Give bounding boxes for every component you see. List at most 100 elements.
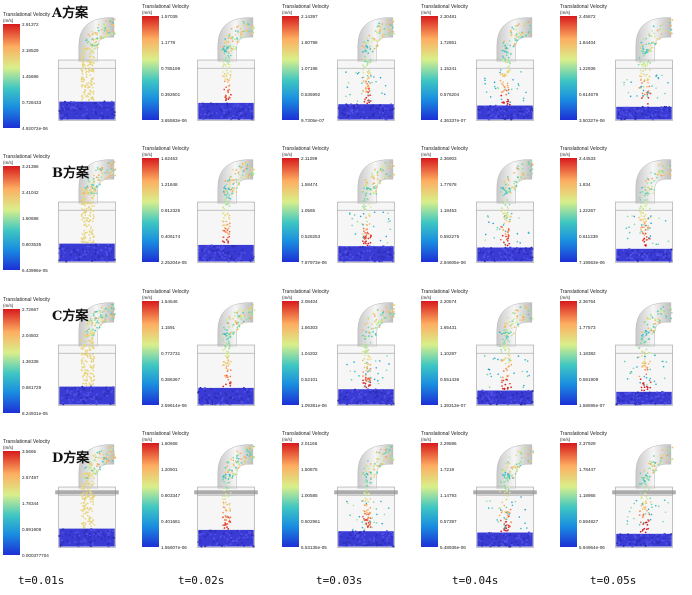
scheme-row: Translational Velocity (m/s) 2.72667 2.0450… xyxy=(0,285,692,423)
legend-tick-label: 0.576204 xyxy=(440,92,460,97)
simulation-panel: Translational Velocity (m/s) 2.44533 1.834 1… xyxy=(557,142,692,280)
color-scale-bar xyxy=(3,451,20,555)
legend-tick-label: 1.84404 xyxy=(579,40,596,45)
scheme-row: Translational Velocity (m/s) 2.91372 2.1852… xyxy=(0,0,692,138)
particle-simulation-render xyxy=(476,302,534,406)
legend-title: Translational Velocity xyxy=(142,289,190,295)
simulation-panel: Translational Velocity (m/s) 2.72667 2.0450… xyxy=(0,285,138,423)
legend-tick-label: 2.41042 xyxy=(22,190,39,195)
legend-unit: (m/s) xyxy=(142,152,153,157)
legend-tick-label: 1.834 xyxy=(579,182,591,187)
legend-tick-label: 0.406174 xyxy=(161,234,181,239)
simulation-panel: Translational Velocity (m/s) 2.08404 1.5630… xyxy=(279,285,417,423)
legend-unit: (m/s) xyxy=(560,152,571,157)
legend-tick-label: 4.36337e-07 xyxy=(440,118,466,123)
particle-simulation-render xyxy=(334,444,398,548)
time-label: t=0.05s xyxy=(590,574,637,587)
simulation-panel: Translational Velocity (m/s) 2.20574 1.6543… xyxy=(418,285,556,423)
color-scale-bar xyxy=(142,301,159,405)
particle-simulation-render xyxy=(612,444,676,548)
legend-tick-label: 1.1778 xyxy=(161,40,176,45)
legend-tick-label: 1.20501 xyxy=(161,467,178,472)
legend-title: Translational Velocity xyxy=(560,289,608,295)
legend-tick-label: 1.04202 xyxy=(301,351,318,356)
legend-unit: (m/s) xyxy=(421,10,432,15)
legend-title: Translational Velocity xyxy=(3,297,51,303)
legend-tick-label: 2.01166 xyxy=(301,441,318,446)
color-scale-bar xyxy=(560,16,577,120)
legend-title: Translational Velocity xyxy=(282,289,330,295)
legend-title: Translational Velocity xyxy=(421,289,469,295)
legend-tick-label: 0.812325 xyxy=(161,208,181,213)
legend-tick-label: 2.67497 xyxy=(22,475,39,480)
color-scale-bar xyxy=(3,24,20,128)
legend-tick-label: 2.36903 xyxy=(440,156,457,161)
color-scale-bar xyxy=(421,301,438,405)
legend-unit: (m/s) xyxy=(282,437,293,442)
legend-tick-label: 5.53135e-05 xyxy=(301,545,327,550)
color-scale-bar xyxy=(560,443,577,547)
legend-tick-label: 1.54546 xyxy=(161,299,178,304)
simulation-panel: Translational Velocity (m/s) 2.11299 1.5847… xyxy=(279,142,417,280)
particle-simulation-render xyxy=(58,302,116,406)
legend-tick-label: 2.20574 xyxy=(440,299,457,304)
legend-tick-label: 2.59614e-06 xyxy=(161,403,187,408)
legend-tick-label: 2.36764 xyxy=(579,299,596,304)
legend-tick-label: 0.502961 xyxy=(301,519,321,524)
legend-title: Translational Velocity xyxy=(421,4,469,10)
legend-tick-label: 3.21386 xyxy=(22,164,39,169)
color-scale-bar xyxy=(560,301,577,405)
color-scale-bar xyxy=(421,16,438,120)
legend-tick-label: 0.803535 xyxy=(22,242,42,247)
legend-tick-label: 1.1591 xyxy=(161,325,176,330)
legend-title: Translational Velocity xyxy=(421,431,469,437)
legend-tick-label: 0.52101 xyxy=(301,377,318,382)
legend-tick-label: 0.592275 xyxy=(440,234,460,239)
color-scale-bar xyxy=(142,443,159,547)
legend-unit: (m/s) xyxy=(560,10,571,15)
legend-tick-label: 2.91372 xyxy=(22,22,39,27)
simulation-panel: Translational Velocity (m/s) 2.36903 1.7767… xyxy=(418,142,556,280)
legend-tick-label: 3.5665 xyxy=(22,449,37,454)
legend-unit: (m/s) xyxy=(421,295,432,300)
legend-tick-label: 1.60798 xyxy=(301,40,318,45)
scheme-label: C方案 xyxy=(52,309,89,324)
legend-unit: (m/s) xyxy=(560,437,571,442)
legend-tick-label: 9.7305e-07 xyxy=(301,118,325,123)
legend-tick-label: 0.000377704 xyxy=(22,553,49,558)
color-scale-bar xyxy=(560,158,577,262)
legend-tick-label: 2.08404 xyxy=(301,299,318,304)
particle-simulation-render xyxy=(194,444,258,548)
legend-tick-label: 1.60668 xyxy=(161,441,178,446)
scheme-label: B方案 xyxy=(52,166,89,181)
legend-title: Translational Velocity xyxy=(142,146,190,152)
particle-simulation-render xyxy=(337,302,396,406)
legend-tick-label: 0.591909 xyxy=(579,377,599,382)
particle-simulation-render xyxy=(197,17,255,121)
color-scale-bar xyxy=(282,301,299,405)
legend-tick-label: 1.22267 xyxy=(579,208,596,213)
legend-tick-label: 2.18529 xyxy=(22,48,39,53)
legend-title: Translational Velocity xyxy=(3,439,51,445)
legend-tick-label: 2.37929 xyxy=(579,441,596,446)
legend-tick-label: 1.45686 xyxy=(22,74,39,79)
legend-tick-label: 0.785199 xyxy=(161,66,181,71)
legend-title: Translational Velocity xyxy=(282,146,330,152)
simulation-panel: Translational Velocity (m/s) 1.54546 1.1591… xyxy=(139,285,277,423)
legend-title: Translational Velocity xyxy=(3,154,51,160)
simulation-panel: Translational Velocity (m/s) 1.57039 1.1778… xyxy=(139,0,277,138)
legend-tick-label: 0.551436 xyxy=(440,377,460,382)
legend-unit: (m/s) xyxy=(3,18,14,23)
legend-tick-label: 0.594827 xyxy=(579,519,599,524)
legend-tick-label: 1.18965 xyxy=(579,493,596,498)
legend-tick-label: 4.92072e-06 xyxy=(22,126,48,131)
time-label: t=0.03s xyxy=(316,574,363,587)
legend-tick-label: 1.58474 xyxy=(301,182,318,187)
legend-tick-label: 2.94605e-06 xyxy=(440,260,466,265)
particle-simulation-render xyxy=(615,17,674,121)
legend-tick-label: 1.07198 xyxy=(301,66,318,71)
legend-tick-label: 0.772731 xyxy=(161,351,181,356)
legend-tick-label: 1.7219 xyxy=(440,467,455,472)
legend-tick-label: 0.57397 xyxy=(440,519,457,524)
legend-tick-label: 1.18453 xyxy=(440,208,457,213)
